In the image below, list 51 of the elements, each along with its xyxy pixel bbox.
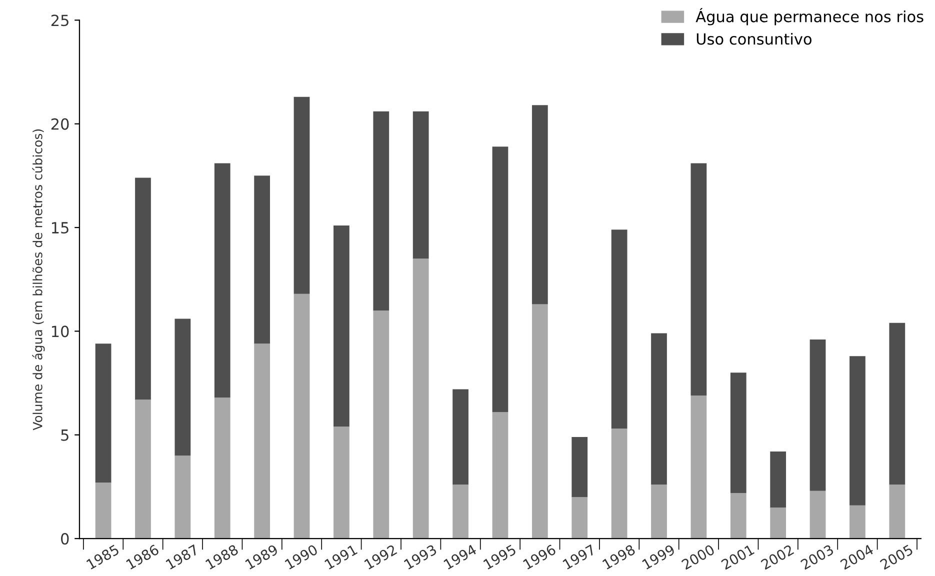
bar xyxy=(412,258,429,539)
y-tick-label: 15 xyxy=(52,222,68,234)
bar xyxy=(572,436,588,498)
bar xyxy=(492,412,508,539)
bar xyxy=(611,230,628,429)
bar xyxy=(174,318,191,456)
bar xyxy=(651,484,667,539)
y-tick-label: 10 xyxy=(52,326,69,338)
bar xyxy=(294,294,310,539)
bar xyxy=(889,484,906,539)
y-tick-label: 20 xyxy=(51,118,69,130)
bar xyxy=(452,484,468,539)
bar xyxy=(690,163,707,396)
bar xyxy=(850,356,866,506)
bar xyxy=(254,344,270,539)
bar xyxy=(95,344,112,483)
legend-label: Água que permanece nos rios xyxy=(696,8,924,26)
bar xyxy=(770,451,786,508)
bar xyxy=(214,163,230,398)
bar xyxy=(412,111,429,259)
bar xyxy=(135,178,151,400)
bar xyxy=(334,225,350,427)
bar xyxy=(95,482,112,539)
bar xyxy=(492,146,508,412)
bar xyxy=(810,490,826,539)
y-tick-label: 0 xyxy=(61,533,69,545)
y-axis-title: Volume de água (em bilhões de metros cúbicos) xyxy=(32,129,45,430)
y-tick-label: 25 xyxy=(51,14,68,26)
legend-label: Uso consuntivo xyxy=(696,32,812,45)
bar xyxy=(254,176,270,344)
bar xyxy=(532,304,548,539)
bar xyxy=(373,111,390,310)
bar xyxy=(334,426,350,539)
bar xyxy=(889,322,906,485)
bar xyxy=(850,505,866,539)
bar xyxy=(611,428,628,539)
bar xyxy=(452,389,468,485)
bar xyxy=(572,497,588,539)
bar xyxy=(651,333,667,485)
bar xyxy=(690,395,707,539)
bar xyxy=(730,492,746,539)
bar xyxy=(174,456,191,539)
bar xyxy=(294,96,310,294)
bar xyxy=(135,400,151,539)
bar xyxy=(532,105,548,304)
bar xyxy=(770,507,786,539)
bar xyxy=(214,398,230,539)
bar xyxy=(730,372,746,493)
bar xyxy=(810,339,826,491)
bar xyxy=(373,310,390,539)
y-tick-label: 5 xyxy=(61,430,68,441)
